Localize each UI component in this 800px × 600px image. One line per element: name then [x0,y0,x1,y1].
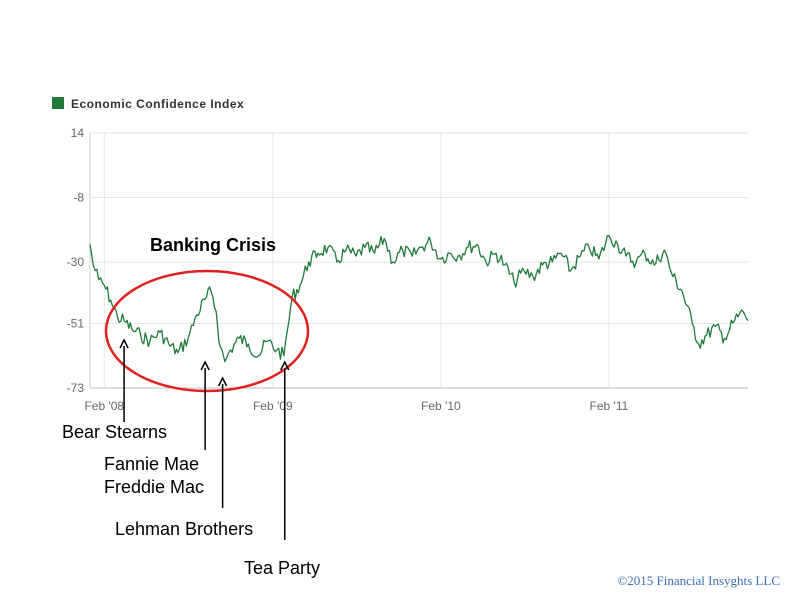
annotation-label: Tea Party [244,558,320,578]
banking-crisis-label: Banking Crisis [150,235,276,255]
legend-swatch [52,97,64,109]
copyright-text: ©2015 Financial Insyghts LLC [617,573,780,588]
grid-lines [90,132,748,388]
y-tick-label: -8 [73,190,84,204]
annotation-arrow-head [200,360,210,371]
series-lines [89,234,749,363]
x-tick-label: Feb '09 [253,399,293,413]
y-tick-label: -73 [67,381,85,395]
x-tick-labels: Feb '08 Feb '09 Feb '10 Feb '11 [84,399,628,413]
x-tick-label: Feb '11 [590,399,629,413]
annotation-label: Fannie Mae [104,454,199,474]
series-line [89,234,749,363]
y-tick-labels: 14 -8 -30 -51 -73 [67,126,85,395]
annotation-label: Freddie Mac [104,477,204,497]
annotation-arrow-head [280,360,290,371]
annotation-arrow-head [119,338,129,349]
x-tick-label: Feb '10 [421,399,461,413]
y-tick-label: -30 [67,255,85,269]
banking-crisis-ellipse [104,269,310,393]
annotation-label: Bear Stearns [62,422,167,442]
y-tick-label: -51 [67,317,85,331]
annotation-label: Lehman Brothers [115,519,253,539]
annotation-arrow-head [217,376,228,387]
y-tick-label: 14 [71,126,85,140]
legend-label: Economic Confidence Index [71,97,244,111]
event-annotations: Bear Stearns Fannie Mae Freddie Mac Lehman … [62,338,320,578]
x-tick-label: Feb '08 [84,399,124,413]
